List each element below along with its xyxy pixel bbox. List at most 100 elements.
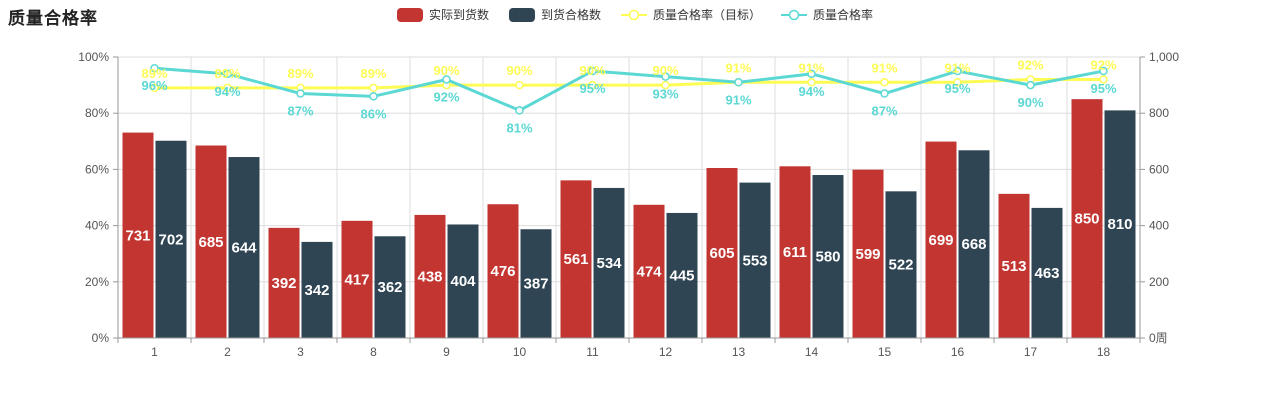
- bar-实际到货数-week-17[interactable]: [998, 193, 1030, 338]
- bar-value-label: 699: [928, 232, 953, 249]
- bar-value-label: 342: [304, 282, 329, 299]
- bar-value-label: 850: [1074, 211, 1099, 228]
- bar-到货合格数-week-17[interactable]: [1031, 207, 1063, 338]
- bar-到货合格数-week-14[interactable]: [812, 175, 844, 338]
- bar-value-label: 417: [344, 271, 369, 288]
- bar-实际到货数-week-10[interactable]: [487, 204, 519, 338]
- line-point-质量合格率-week-14[interactable]: [807, 69, 816, 79]
- line-point-质量合格率（目标）-week-15[interactable]: [880, 78, 889, 87]
- line-value-label-质量合格率（目标）: 91%: [944, 60, 970, 75]
- bar-实际到货数-week-11[interactable]: [560, 180, 592, 338]
- bar-value-label: 810: [1107, 216, 1132, 233]
- line-point-质量合格率（目标）-week-12[interactable]: [661, 80, 670, 90]
- bar-value-label: 731: [125, 227, 150, 244]
- legend-item-2[interactable]: 到货合格数: [508, 6, 601, 23]
- line-point-质量合格率-week-18[interactable]: [1099, 66, 1108, 76]
- legend-line-marker-icon: [781, 9, 808, 20]
- bar-到货合格数-week-9[interactable]: [447, 224, 479, 338]
- bar-value-label: 580: [815, 249, 840, 266]
- bar-到货合格数-week-18[interactable]: [1104, 110, 1136, 338]
- line-value-label-质量合格率: 91%: [725, 92, 751, 107]
- bar-实际到货数-week-15[interactable]: [852, 169, 884, 338]
- line-point-质量合格率-week-3[interactable]: [296, 89, 305, 98]
- line-value-label-质量合格率（目标）: 89%: [141, 66, 167, 81]
- line-point-质量合格率-week-9[interactable]: [442, 75, 451, 84]
- page-title: 质量合格率: [8, 9, 98, 28]
- line-value-label-质量合格率（目标）: 90%: [579, 63, 605, 78]
- bar-value-label: 561: [563, 251, 588, 268]
- line-point-质量合格率-week-17[interactable]: [1026, 80, 1035, 90]
- line-value-label-质量合格率（目标）: 91%: [871, 60, 897, 75]
- x-axis-category-label: 8: [370, 345, 377, 359]
- bar-value-label: 392: [271, 275, 296, 292]
- bar-value-label: 534: [596, 255, 622, 272]
- bar-实际到货数-week-16[interactable]: [925, 141, 957, 338]
- x-axis-category-label: 2: [224, 345, 231, 359]
- bar-实际到货数-week-1[interactable]: [122, 132, 154, 338]
- line-point-质量合格率-week-10[interactable]: [515, 106, 524, 115]
- bar-value-label: 445: [669, 267, 694, 284]
- bar-到货合格数-week-16[interactable]: [958, 150, 990, 338]
- x-axis-category-label: 18: [1097, 345, 1111, 359]
- chart-legend: 实际到货数 到货合格数 质量合格率（目标） 质量合格率: [0, 6, 1270, 23]
- legend-label: 质量合格率: [813, 8, 874, 22]
- line-value-label-质量合格率: 87%: [871, 104, 897, 119]
- legend-item-4[interactable]: 质量合格率: [781, 6, 873, 23]
- bar-实际到货数-week-3[interactable]: [268, 227, 300, 338]
- legend-line-marker-icon: [621, 9, 647, 20]
- x-axis-category-label: 12: [659, 345, 673, 359]
- bar-到货合格数-week-12[interactable]: [666, 212, 698, 338]
- line-point-质量合格率（目标）-week-11[interactable]: [588, 80, 597, 90]
- bar-value-label: 404: [450, 273, 476, 290]
- bar-到货合格数-week-3[interactable]: [301, 241, 333, 338]
- line-point-质量合格率-week-8[interactable]: [369, 92, 378, 101]
- bar-到货合格数-week-11[interactable]: [593, 187, 625, 338]
- line-value-label-质量合格率（目标）: 92%: [1017, 57, 1043, 72]
- legend-label: 实际到货数: [428, 8, 489, 22]
- x-axis-category-label: 13: [732, 345, 746, 359]
- x-axis-category-label: 14: [805, 345, 819, 359]
- line-point-质量合格率（目标）-week-18[interactable]: [1099, 75, 1108, 84]
- bar-实际到货数-week-2[interactable]: [195, 145, 227, 338]
- x-axis-category-label: 16: [951, 345, 965, 359]
- bar-到货合格数-week-15[interactable]: [885, 191, 917, 338]
- bar-到货合格数-week-1[interactable]: [155, 140, 187, 338]
- line-point-质量合格率-week-1[interactable]: [150, 63, 159, 73]
- line-point-质量合格率（目标）-week-2[interactable]: [223, 83, 232, 93]
- bar-value-label: 605: [709, 245, 734, 262]
- bar-到货合格数-week-8[interactable]: [374, 236, 406, 338]
- line-point-质量合格率-week-15[interactable]: [880, 89, 889, 98]
- line-value-label-质量合格率: 94%: [214, 84, 240, 99]
- bar-到货合格数-week-13[interactable]: [739, 182, 771, 338]
- line-value-label-质量合格率: 95%: [944, 81, 970, 96]
- bar-value-label: 685: [198, 234, 223, 251]
- line-point-质量合格率（目标）-week-10[interactable]: [515, 80, 524, 90]
- legend-item-1[interactable]: 实际到货数: [396, 6, 489, 23]
- line-point-质量合格率（目标）-week-16[interactable]: [953, 78, 962, 87]
- line-point-质量合格率（目标）-week-8[interactable]: [369, 83, 378, 93]
- line-质量合格率[interactable]: [153, 66, 1105, 112]
- bar-实际到货数-week-8[interactable]: [341, 220, 373, 338]
- line-point-质量合格率-week-16[interactable]: [953, 66, 962, 76]
- line-point-质量合格率-week-13[interactable]: [734, 78, 743, 87]
- bar-到货合格数-week-2[interactable]: [228, 157, 260, 338]
- legend-label: 质量合格率（目标）: [653, 8, 762, 22]
- bar-实际到货数-week-12[interactable]: [633, 204, 665, 338]
- line-point-质量合格率（目标）-week-1[interactable]: [150, 83, 159, 93]
- line-value-label-质量合格率（目标）: 90%: [506, 63, 532, 78]
- line-point-质量合格率（目标）-week-14[interactable]: [807, 78, 816, 87]
- right-axis-tick-label: 800: [1149, 106, 1169, 120]
- line-value-label-质量合格率: 95%: [579, 81, 605, 96]
- bar-实际到货数-week-14[interactable]: [779, 166, 811, 338]
- bar-到货合格数-week-10[interactable]: [520, 229, 552, 338]
- line-point-质量合格率-week-11[interactable]: [588, 66, 597, 76]
- line-point-质量合格率-week-2[interactable]: [223, 69, 232, 79]
- line-质量合格率（目标）[interactable]: [153, 77, 1105, 90]
- bar-实际到货数-week-18[interactable]: [1071, 99, 1103, 339]
- bar-实际到货数-week-9[interactable]: [414, 214, 446, 338]
- line-value-label-质量合格率（目标）: 91%: [725, 60, 751, 75]
- line-point-质量合格率-week-12[interactable]: [661, 72, 670, 81]
- legend-item-3[interactable]: 质量合格率（目标）: [621, 6, 761, 23]
- bar-实际到货数-week-13[interactable]: [706, 167, 738, 338]
- x-axis-category-label: 1: [151, 345, 158, 359]
